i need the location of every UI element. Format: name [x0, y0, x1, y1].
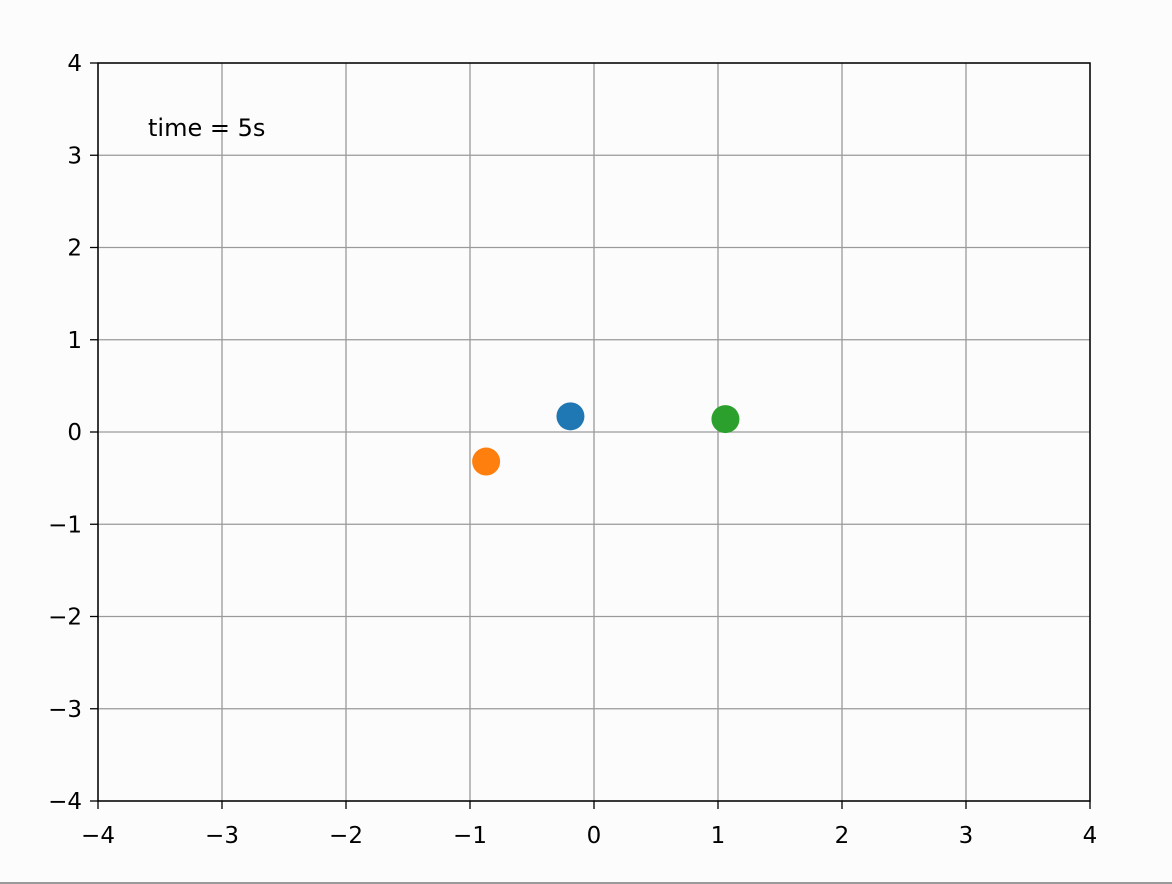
- data-points: [472, 402, 740, 476]
- data-point: [472, 447, 501, 476]
- bottom-rule: [0, 882, 1172, 884]
- x-tick-label: 0: [587, 823, 602, 849]
- y-tick-label: −4: [48, 789, 82, 815]
- y-tick-label: −2: [48, 605, 82, 631]
- axes-frame: [97, 62, 1091, 802]
- y-tick-label: 2: [67, 236, 82, 262]
- y-tick-label: −1: [48, 512, 82, 538]
- x-tick-label: 1: [711, 823, 726, 849]
- x-tick-label: −3: [205, 823, 239, 849]
- ticks: −4 −3 −2 −1 0 1 2 3 4 −4 −3 −2 −1 0 1 2 3 4: [48, 51, 1097, 849]
- data-point: [711, 405, 740, 434]
- data-point: [556, 402, 585, 431]
- x-tick-label: 4: [1083, 823, 1098, 849]
- y-tick-label: 0: [67, 420, 82, 446]
- y-tick-label: 3: [67, 143, 82, 169]
- x-tick-label: −1: [453, 823, 487, 849]
- time-annotation: time = 5s: [148, 114, 265, 142]
- x-tick-label: −2: [329, 823, 363, 849]
- y-tick-label: −3: [48, 697, 82, 723]
- x-tick-label: 2: [835, 823, 850, 849]
- y-tick-label: 4: [67, 51, 82, 77]
- y-tick-label: 1: [67, 328, 82, 354]
- x-tick-label: −4: [81, 823, 115, 849]
- x-tick-label: 3: [959, 823, 974, 849]
